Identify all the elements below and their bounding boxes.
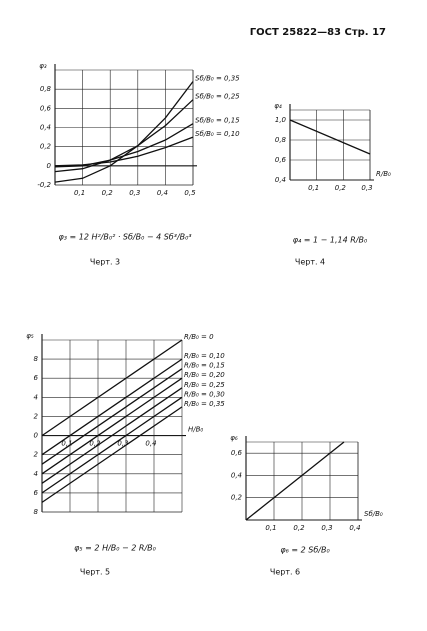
x-tick-label: 0,2	[102, 189, 114, 197]
caption: Черт. 6	[270, 568, 300, 577]
series-label: R/B₀ = 0,35	[184, 400, 225, 408]
series-line	[54, 99, 194, 173]
series-line	[289, 119, 371, 155]
y-tick-label: 0,8	[40, 85, 52, 93]
x-axis-label: Sб/B₀	[364, 510, 383, 518]
page-header: ГОСТ 25822—83 Стр. 17	[250, 27, 386, 38]
y-axis-label: φ₄	[274, 102, 282, 110]
y-tick-label: 0,4	[275, 176, 286, 184]
y-tick-label: 4	[34, 470, 38, 478]
y-tick-label: 6	[34, 489, 39, 497]
y-tick-label: 0,6	[275, 156, 287, 164]
series-label: R/B₀ = 0	[184, 333, 214, 341]
x-tick-label: 0,2	[293, 524, 305, 532]
x-tick-label: 0,2	[89, 440, 101, 448]
caption: Черт. 5	[80, 568, 110, 577]
x-tick-label: 0,1	[74, 189, 85, 197]
series-line	[41, 396, 183, 494]
series-line	[41, 406, 183, 503]
y-tick-label: 0,4	[231, 471, 242, 479]
series-line	[41, 368, 183, 465]
series-line	[54, 136, 194, 167]
y-tick-label: 1,0	[275, 116, 287, 124]
y-tick-label: 0,6	[231, 449, 243, 457]
caption: Черт. 3	[90, 258, 120, 267]
x-tick-label: 0,4	[349, 524, 360, 532]
series-line	[41, 358, 183, 456]
x-axis-label: H/B₀	[188, 426, 203, 434]
x-tick-label: 0,5	[184, 189, 196, 197]
x-tick-label: 0,1	[61, 440, 72, 448]
x-tick-label: 0,4	[145, 440, 156, 448]
series-label: R/B₀ = 0,30	[184, 390, 225, 398]
series-line	[41, 377, 183, 475]
series-label: Sб/B₀ = 0,10	[195, 130, 240, 138]
y-tick-label: 4	[34, 393, 38, 401]
series-label: Sб/B₀ = 0,15	[195, 117, 240, 125]
y-tick-label: 8	[34, 355, 39, 363]
y-tick-label: 0	[47, 162, 52, 170]
x-tick-label: 0,3	[117, 440, 128, 448]
formula: φ₆ = 2 Sб/B₀	[280, 546, 330, 555]
formula: φ₃ = 12 H²/B₀² · Sб/B₀ − 4 Sб³/B₀³	[58, 233, 191, 242]
formula: φ₅ = 2 H/B₀ − 2 R/B₀	[74, 544, 156, 553]
y-tick-label: 2	[34, 412, 39, 420]
x-tick-label: 0,1	[265, 524, 276, 532]
series-label: R/B₀ = 0,20	[184, 371, 225, 379]
y-tick-label: 0,8	[275, 136, 287, 144]
series-line	[41, 339, 183, 437]
series-line	[54, 123, 194, 168]
x-tick-label: 0,2	[335, 184, 347, 192]
series-label: R/B₀ = 0,10	[184, 352, 225, 360]
y-tick-label: 0,4	[40, 124, 51, 132]
y-axis-label: φ₃	[39, 62, 47, 70]
series-label: Sб/B₀ = 0,25	[195, 93, 240, 101]
series-label: R/B₀ = 0,25	[184, 381, 225, 389]
series-line	[41, 387, 183, 484]
series-line	[245, 441, 345, 521]
y-axis-label: φ₆	[230, 434, 238, 442]
x-tick-label: 0,1	[308, 184, 319, 192]
y-tick-label: 0,2	[40, 143, 52, 151]
formula: φ₄ = 1 − 1,14 R/B₀	[293, 236, 368, 245]
series-label: R/B₀ = 0,15	[184, 362, 225, 370]
y-tick-label: 2	[34, 451, 39, 459]
x-tick-label: 0,3	[361, 184, 372, 192]
y-tick-label: 0,6	[40, 104, 52, 112]
caption: Черт. 4	[295, 258, 325, 267]
x-tick-label: 0,4	[157, 189, 168, 197]
y-tick-label: 8	[34, 508, 39, 516]
y-tick-label: 6	[34, 374, 39, 382]
y-tick-label: -0,2	[37, 181, 51, 189]
x-tick-label: 0,3	[321, 524, 332, 532]
x-axis-label: R/B₀	[376, 170, 391, 178]
y-tick-label: 0	[34, 432, 39, 440]
y-tick-label: 0,2	[231, 494, 243, 502]
series-label: Sб/B₀ = 0,35	[195, 75, 240, 83]
y-axis-label: φ₅	[26, 332, 34, 340]
x-tick-label: 0,3	[129, 189, 140, 197]
